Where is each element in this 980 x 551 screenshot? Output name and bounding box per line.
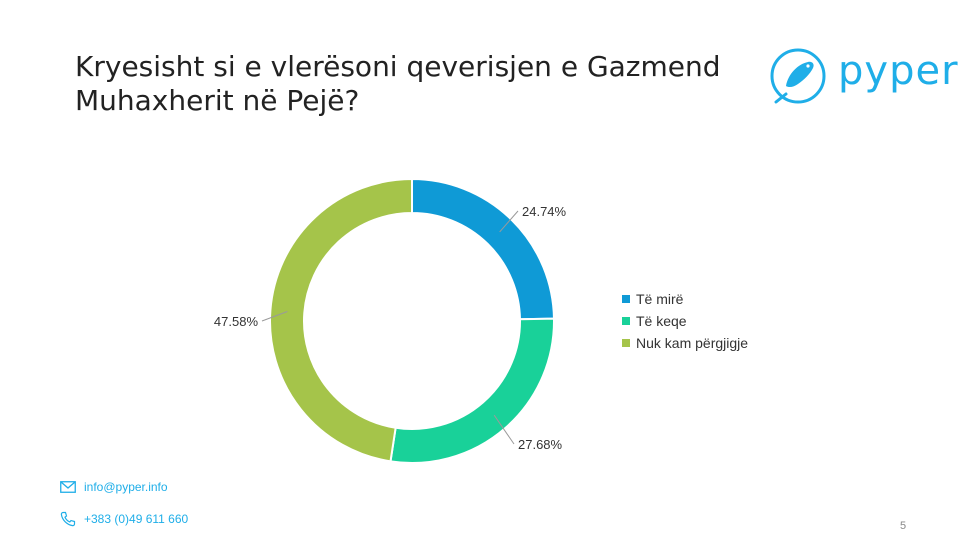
legend-swatch-0 bbox=[622, 295, 630, 303]
envelope-icon bbox=[60, 481, 76, 493]
leader-line-0 bbox=[499, 210, 519, 233]
data-label-0: 24.74% bbox=[522, 204, 567, 219]
legend-label-1: Të keqe bbox=[636, 313, 687, 329]
legend-label-2: Nuk kam përgjigje bbox=[636, 335, 749, 351]
brand-name: pyper bbox=[838, 48, 959, 94]
contact-phone[interactable]: +383 (0)49 611 660 bbox=[60, 511, 188, 527]
leader-line-1 bbox=[493, 414, 515, 445]
slice-0 bbox=[411, 177, 555, 321]
bird-icon bbox=[770, 48, 826, 104]
data-label-1: 27.68% bbox=[518, 437, 563, 452]
slide-title: Kryesisht si e vlerësoni qeverisjen e Ga… bbox=[75, 50, 721, 117]
contact-email[interactable]: info@pyper.info bbox=[60, 480, 168, 494]
legend-item-1: Të keqe bbox=[622, 310, 748, 332]
slice-2 bbox=[269, 177, 413, 463]
leader-line-2 bbox=[261, 311, 288, 322]
phone-text: +383 (0)49 611 660 bbox=[84, 512, 189, 526]
pyper-logo: pyper bbox=[768, 46, 968, 116]
data-label-2: 47.58% bbox=[214, 314, 259, 329]
chart-legend: Të mirë Të keqe Nuk kam përgjigje bbox=[622, 288, 748, 354]
legend-swatch-1 bbox=[622, 317, 630, 325]
page-number: 5 bbox=[900, 520, 907, 532]
email-text: info@pyper.info bbox=[84, 480, 168, 494]
legend-label-0: Të mirë bbox=[636, 291, 684, 307]
phone-icon bbox=[60, 511, 76, 527]
legend-item-0: Të mirë bbox=[622, 288, 748, 310]
legend-item-2: Nuk kam përgjigje bbox=[622, 332, 748, 354]
legend-swatch-2 bbox=[622, 339, 630, 347]
